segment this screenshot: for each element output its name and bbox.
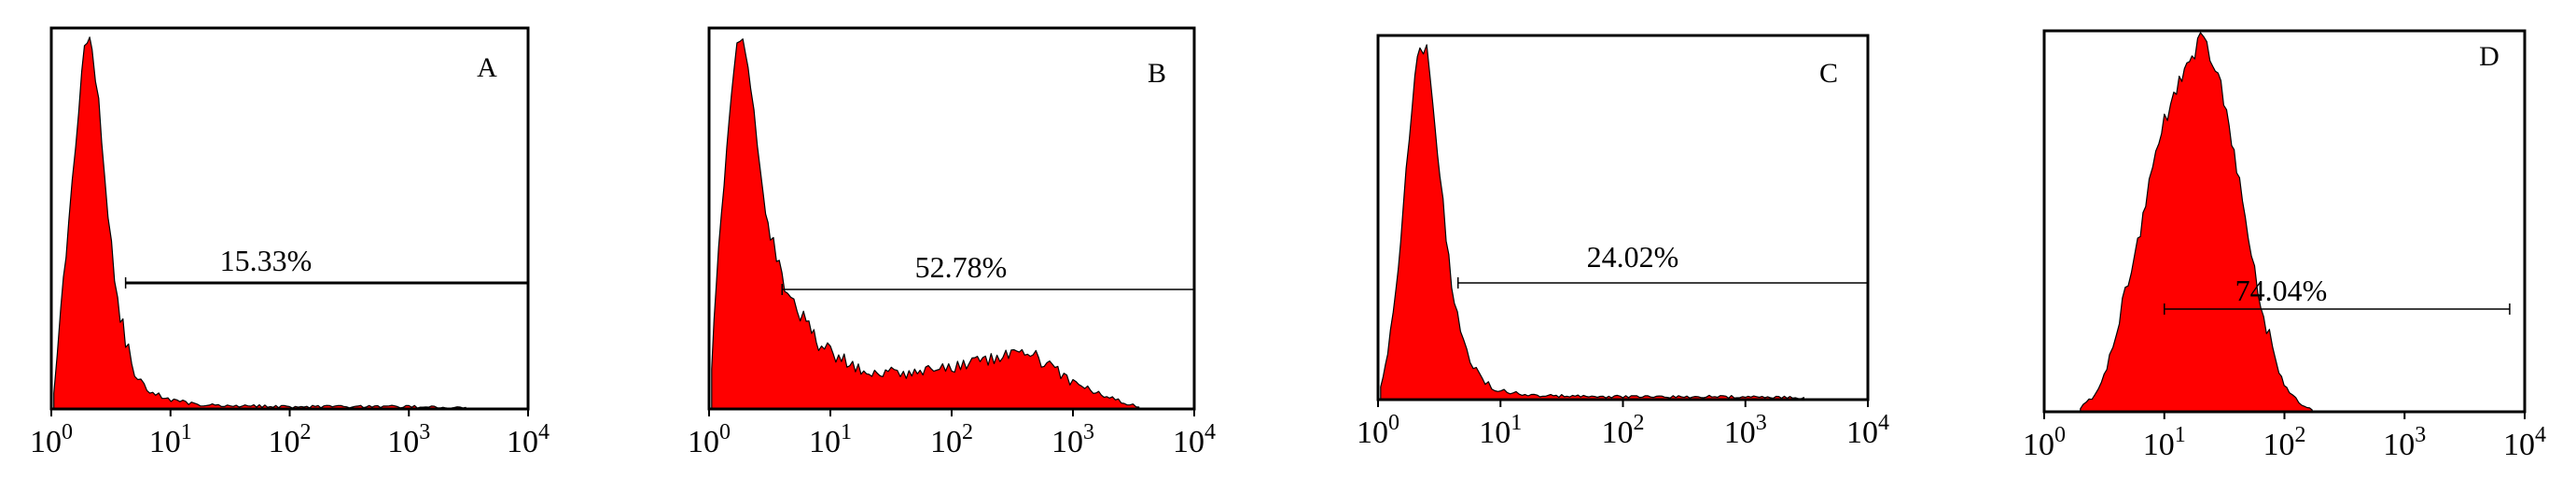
x-tick-label: 103 [387,420,430,459]
x-tick-label: 101 [2143,423,2186,462]
histogram-area-b [711,38,1140,410]
x-tick-label: 103 [1724,411,1767,450]
x-tick-label: 104 [507,420,550,459]
x-tick-label: 101 [149,420,192,459]
gate-label: 24.02% [1587,240,1679,274]
x-tick-label: 101 [1479,411,1522,450]
histogram-area-d [2080,32,2313,413]
histogram-panel-d: 74.04% D 100 101 102 103 104 [2023,29,2546,462]
histogram-panel-a: 15.33% A 100 101 102 103 104 [30,26,550,459]
panel-letter: B [1148,58,1166,89]
x-tick-label: 100 [2023,423,2066,462]
x-tick-label: 102 [1602,411,1645,450]
histogram-panel-c: 24.02% C 100 101 102 103 104 [1357,34,1889,450]
panel-letter: C [1819,58,1838,89]
panel-letter: D [2479,41,2499,72]
x-tick-label: 100 [30,420,73,459]
gate-label: 74.04% [2235,274,2328,307]
x-tick-label: 104 [2503,423,2546,462]
gate-label: 52.78% [915,250,1008,284]
x-tick-label: 102 [269,420,312,459]
x-tick-label: 100 [1357,411,1399,450]
histogram-panel-b: 52.78% B 100 101 102 103 104 [688,26,1216,459]
x-tick-label: 101 [809,420,852,459]
panel-letter: A [477,52,497,83]
histogram-area-c [1380,44,1804,401]
x-tick-label: 102 [930,420,973,459]
histogram-area-a [53,36,466,410]
x-tick-label: 104 [1846,411,1889,450]
x-tick-label: 103 [2383,423,2426,462]
x-tick-label: 102 [2263,423,2306,462]
x-tick-label: 104 [1173,420,1216,459]
x-tick-label: 103 [1051,420,1094,459]
gate-label: 15.33% [220,244,313,277]
x-tick-label: 100 [688,420,731,459]
